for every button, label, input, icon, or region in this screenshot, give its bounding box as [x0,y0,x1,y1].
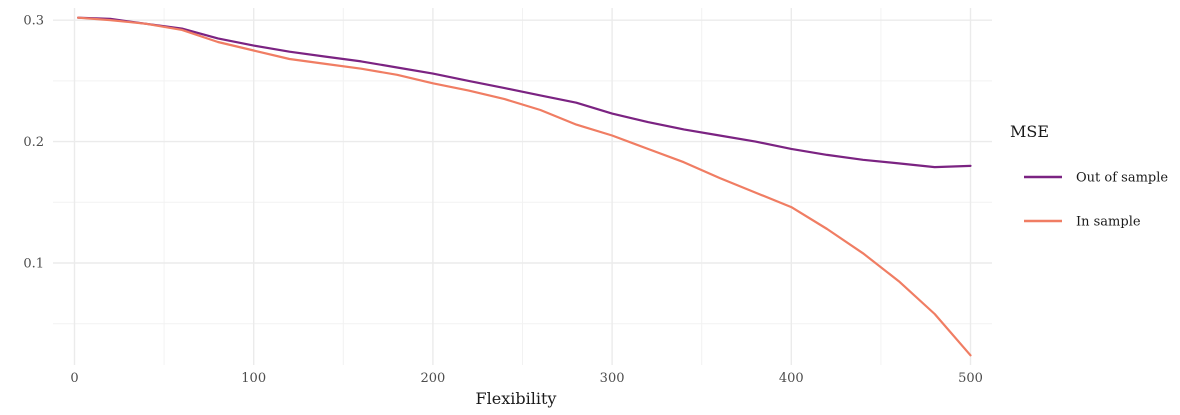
x-axis-tick-labels: 0 100 200 300 400 500 [70,371,983,386]
legend-label-out-of-sample: Out of sample [1076,171,1168,186]
y-tick-label: 0.3 [23,14,44,29]
x-tick-label: 500 [958,371,983,386]
x-tick-label: 300 [600,371,625,386]
x-tick-label: 200 [420,371,445,386]
legend-items: Out of sample In sample [1024,171,1168,230]
x-tick-label: 400 [779,371,804,386]
x-axis-title: Flexibility [476,389,557,408]
y-tick-label: 0.1 [23,257,44,272]
legend-title: MSE [1010,122,1049,141]
x-tick-label: 100 [241,371,266,386]
x-tick-label: 0 [70,371,78,386]
legend: MSE Out of sample In sample [1010,122,1168,230]
y-axis-tick-labels: 0.1 0.2 0.3 [23,14,44,272]
legend-label-in-sample: In sample [1076,215,1141,230]
major-grid-x [73,8,972,365]
minor-grid-x [163,8,882,365]
series-line-in-sample [76,16,972,357]
series-line-out-of-sample [76,16,972,169]
series-lines [76,16,972,357]
y-tick-label: 0.2 [23,135,44,150]
major-grid-y [53,19,992,264]
